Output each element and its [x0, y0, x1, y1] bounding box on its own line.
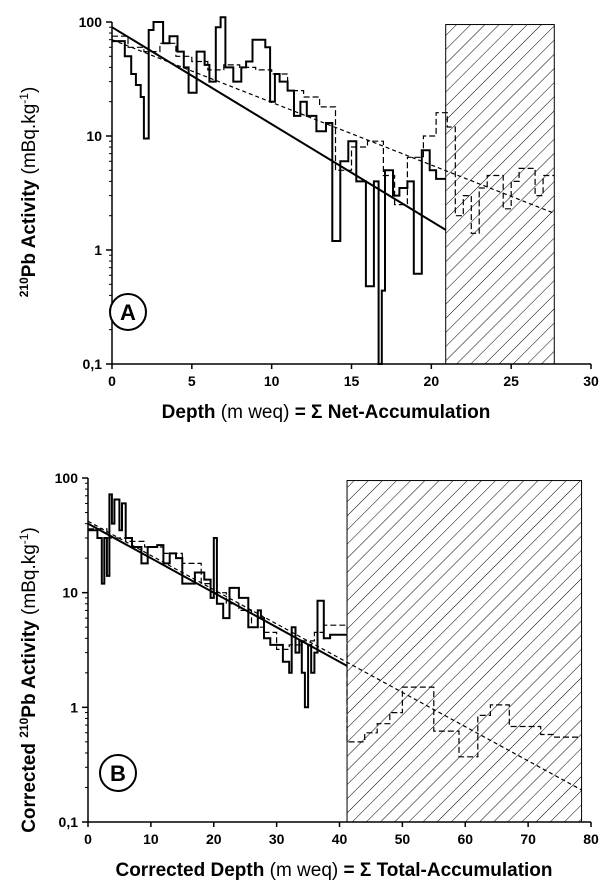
chart-b-x-tick-label: 10 — [143, 831, 159, 847]
chart-b-y-tick-label: 10 — [62, 585, 78, 601]
chart-a-x-tick-label: 30 — [583, 373, 599, 389]
chart-b-measured-step-series — [88, 493, 347, 709]
chart-b-plot — [87, 493, 582, 791]
chart-a-x-tick-label: 15 — [344, 373, 360, 389]
chart-a-label: A — [109, 293, 147, 331]
chart-a: 0 5 10 15 20 25 30 0,1 1 10 100 A Depth (m weq) = … — [17, 14, 599, 423]
chart-a-y-axis-label: 210Pb Activity (mBq.kg-1) — [17, 87, 40, 298]
chart-b-y-tick-label: 100 — [55, 470, 79, 486]
chart-b-panel-letter: B — [110, 761, 126, 786]
chart-a-hatched-region — [445, 24, 555, 365]
chart-a-measured-step-series — [112, 16, 446, 365]
chart-b-corrected-step-series — [88, 528, 582, 758]
chart-b-hatched-region — [346, 480, 583, 823]
chart-b-x-tick-label: 80 — [583, 831, 599, 847]
chart-a-plot — [111, 16, 555, 365]
chart-b: 0 10 20 30 40 50 60 70 80 0,1 1 10 100 B Corrected D… — [17, 470, 599, 881]
chart-b-y-tick-label: 1 — [70, 699, 78, 715]
chart-b-x-tick-label: 20 — [206, 831, 222, 847]
chart-a-y-tick-label: 0,1 — [83, 356, 103, 372]
chart-b-y-tick-label: 0,1 — [59, 814, 79, 830]
chart-b-axes: 0 10 20 30 40 50 60 70 80 0,1 1 10 100 — [55, 470, 599, 847]
chart-b-x-tick-label: 50 — [395, 831, 411, 847]
chart-b-x-tick-label: 30 — [269, 831, 285, 847]
chart-a-x-tick-label: 25 — [503, 373, 519, 389]
chart-b-y-axis-label: Corrected 210Pb Activity (mBq.kg-1) — [17, 527, 40, 833]
chart-b-label: B — [99, 754, 137, 792]
chart-b-fit-dashed-line — [87, 520, 582, 791]
chart-a-x-tick-label: 5 — [188, 373, 196, 389]
chart-b-x-tick-label: 70 — [520, 831, 536, 847]
chart-a-y-tick-label: 1 — [94, 242, 102, 258]
chart-a-x-tick-label: 20 — [424, 373, 440, 389]
chart-a-x-tick-label: 10 — [264, 373, 280, 389]
chart-a-x-tick-label: 0 — [108, 373, 116, 389]
chart-a-fit-solid-line — [111, 26, 447, 231]
chart-b-x-tick-label: 0 — [84, 831, 92, 847]
chart-b-fit-solid-line — [87, 522, 348, 667]
chart-a-panel-letter: A — [120, 300, 136, 325]
chart-b-x-tick-label: 40 — [332, 831, 348, 847]
chart-a-x-axis-label: Depth (m weq) = Σ Net-Accumulation — [162, 402, 491, 423]
chart-b-x-axis-label: Corrected Depth (m weq) = Σ Total-Accumu… — [115, 860, 552, 881]
chart-a-y-tick-label: 10 — [86, 128, 102, 144]
chart-a-y-tick-label: 100 — [79, 14, 103, 30]
chart-b-x-tick-label: 60 — [457, 831, 473, 847]
chart-a-fit-dashed-line — [111, 39, 555, 214]
